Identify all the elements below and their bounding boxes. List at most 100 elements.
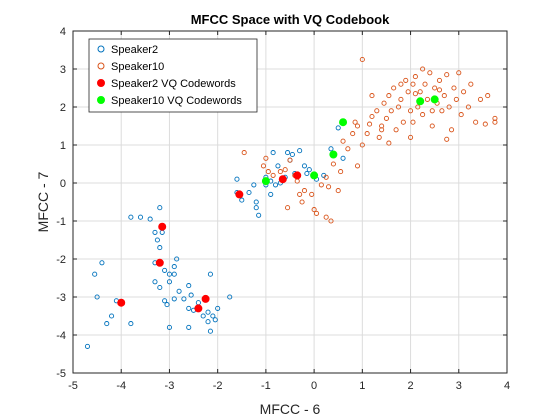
codeword-point [278,175,287,184]
data-point [157,205,163,211]
data-point [275,163,281,169]
y-axis-label: MFCC - 7 [35,171,51,232]
y-tick-label: -4 [56,330,66,342]
series-2 [241,56,498,224]
data-point [212,317,218,323]
data-point [154,237,160,243]
grid [72,30,508,374]
codeword-point [117,298,126,307]
data-point [152,279,158,285]
y-tick-label: 0 [60,178,66,190]
data-point [181,296,187,302]
data-point [427,70,433,76]
series-3 [117,171,302,313]
data-point [473,119,479,125]
data-point [485,93,491,99]
data-point [109,313,115,319]
data-point [318,182,324,188]
data-point [200,313,206,319]
data-point [441,93,447,99]
data-point [367,121,373,127]
data-point [412,74,418,80]
legend: Speaker2 Speaker10 Speaker2 VQ Codewords Sp… [88,38,258,113]
data-point [270,172,276,178]
legend-label: Speaker10 VQ Codewords [111,95,242,107]
x-tick-label: -2 [213,380,223,392]
data-point [251,182,257,188]
data-point [359,142,365,148]
data-point [408,108,414,114]
data-point [241,150,247,156]
data-point [323,214,329,220]
data-point [338,169,344,175]
data-point [398,81,404,87]
data-point [420,112,426,118]
data-point [420,66,426,72]
codeword-point [416,97,425,106]
data-point [239,197,245,203]
data-point [99,260,105,266]
data-point [410,81,416,87]
series-layer [84,56,498,349]
data-point [436,87,443,93]
data-point [376,134,382,140]
data-point [164,302,170,308]
data-point [335,125,341,131]
x-tick-label: 3 [456,380,462,392]
data-point [388,108,394,114]
codeword-point [329,150,338,159]
y-tick-label: 3 [60,64,66,76]
data-point [92,271,98,277]
data-point [207,271,213,277]
y-tick-label: 4 [60,26,66,38]
data-point [260,163,267,169]
data-point [405,89,411,95]
data-point [171,296,177,302]
data-point [246,189,252,196]
data-point [465,104,471,110]
x-axis-label: MFCC - 6 [260,401,321,417]
codeword-point [194,304,203,313]
data-point [400,119,406,125]
chart-title: MFCC Space with VQ Codebook [191,12,390,27]
data-point [265,169,271,175]
x-tick-label: -1 [261,380,271,392]
data-point [186,305,192,311]
data-point [424,96,430,102]
data-point [403,77,409,83]
data-point [282,167,288,173]
data-point [432,85,438,91]
data-point [210,313,216,319]
data-point [128,321,134,327]
data-point [364,131,370,137]
data-point [166,271,172,277]
codeword-point [339,118,348,127]
data-point [352,119,358,125]
data-point [309,191,315,197]
data-point [456,70,462,76]
x-tick-label: 4 [504,380,510,392]
data-point [444,136,450,142]
data-point [453,96,459,102]
data-point [162,298,168,304]
data-point [374,108,380,114]
data-point [391,85,397,91]
data-point [157,245,163,251]
data-point [408,134,414,140]
data-point [227,294,233,300]
data-point [446,104,452,110]
data-point [359,56,365,63]
data-point [439,108,445,114]
data-point [482,121,488,127]
codeword-point [155,258,164,267]
data-point [379,127,385,133]
data-point [451,85,457,91]
y-tick-label: 1 [60,140,66,152]
data-point [263,155,269,161]
data-point [415,104,421,110]
data-point [311,207,317,213]
data-point [461,89,467,95]
data-point [215,305,221,311]
data-point [104,321,110,327]
